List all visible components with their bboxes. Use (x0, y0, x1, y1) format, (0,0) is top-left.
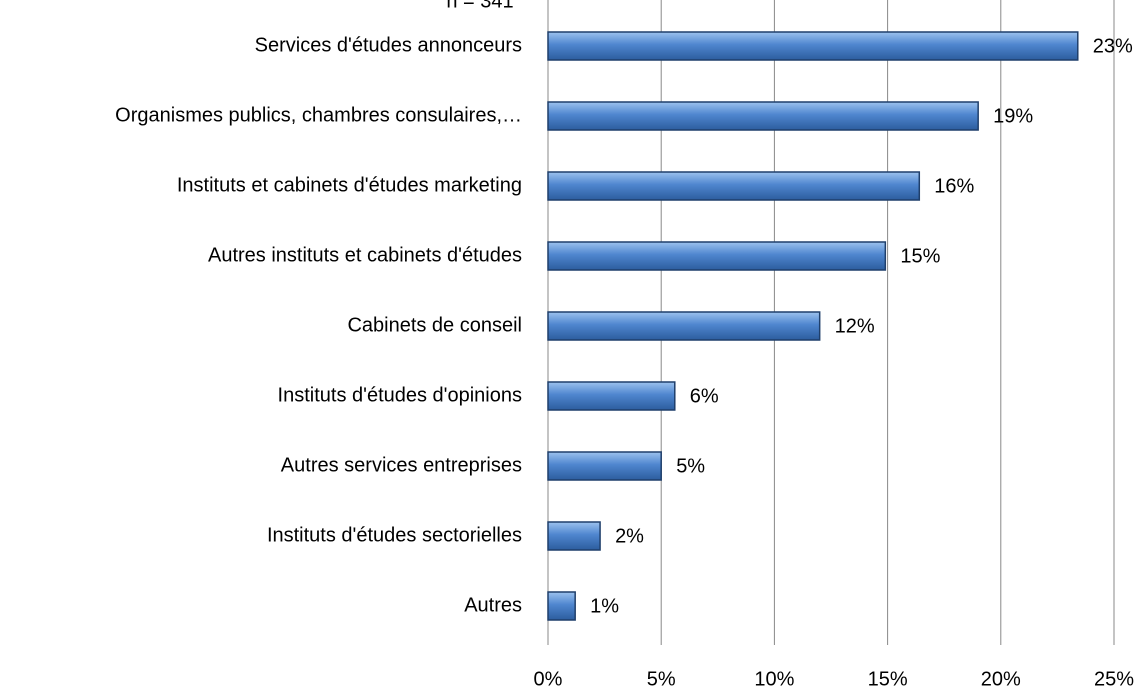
subtitle: n = 341 (446, 0, 513, 12)
y-tick-label: Cabinets de conseil (347, 314, 522, 336)
value-label: 2% (615, 525, 644, 547)
y-tick-label: Instituts d'études sectorielles (267, 524, 522, 546)
bar (547, 381, 676, 411)
bar (547, 451, 662, 481)
bar (547, 311, 821, 341)
bar (547, 31, 1079, 61)
y-tick-label: Autres instituts et cabinets d'études (208, 244, 522, 266)
x-tick-label: 15% (868, 668, 908, 690)
y-tick-label: Services d'études annonceurs (255, 34, 522, 56)
bar (547, 171, 921, 201)
bar (547, 591, 576, 621)
value-label: 1% (590, 595, 619, 617)
x-tick-label: 0% (534, 668, 563, 690)
x-tick-label: 20% (981, 668, 1021, 690)
bar (547, 101, 979, 131)
value-label: 15% (900, 245, 940, 267)
x-tick-label: 5% (647, 668, 676, 690)
value-label: 6% (690, 385, 719, 407)
bar (547, 241, 887, 271)
value-label: 19% (993, 105, 1033, 127)
y-tick-label: Autres services entreprises (281, 454, 522, 476)
value-label: 23% (1093, 35, 1133, 57)
x-tick-label: 25% (1094, 668, 1134, 690)
y-tick-label: Instituts d'études d'opinions (278, 384, 522, 406)
y-tick-label: Organismes publics, chambres consulaires… (115, 104, 522, 126)
y-tick-label: Instituts et cabinets d'études marketing (177, 174, 522, 196)
value-label: 5% (676, 455, 705, 477)
value-label: 16% (934, 175, 974, 197)
bar (547, 521, 601, 551)
y-tick-label: Autres (464, 594, 522, 616)
x-tick-label: 10% (754, 668, 794, 690)
value-label: 12% (835, 315, 875, 337)
